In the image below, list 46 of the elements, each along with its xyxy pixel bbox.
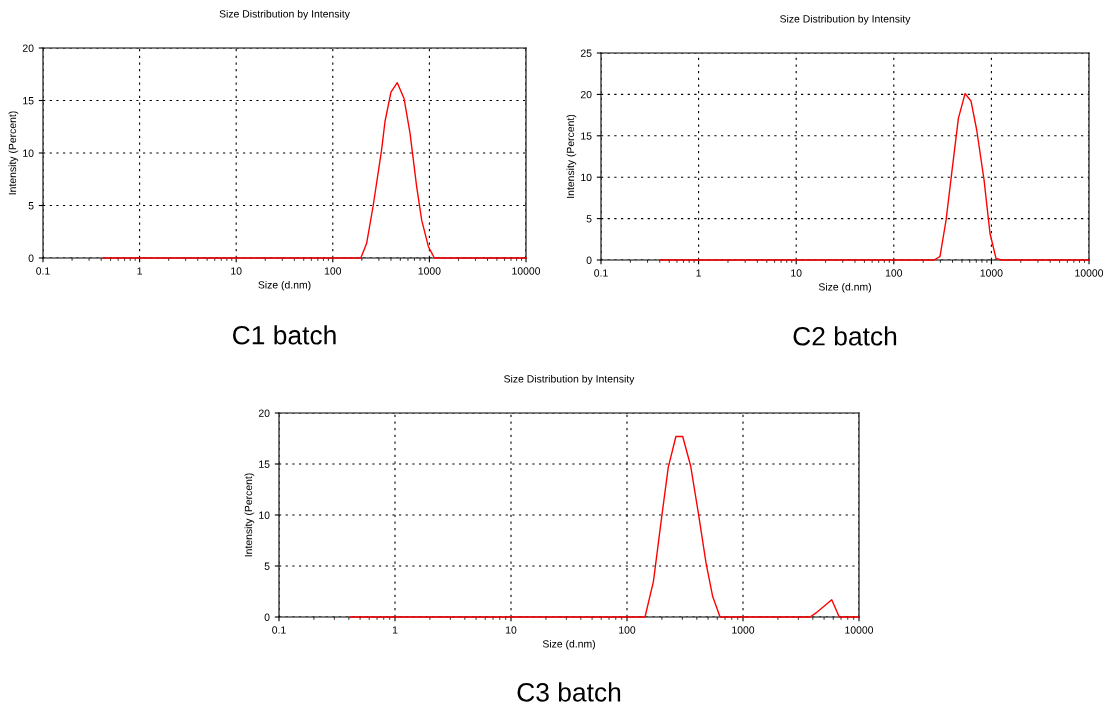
x-tick-label: 1000 bbox=[980, 269, 1003, 277]
y-tick-label: 0 bbox=[28, 254, 34, 262]
x-tick-label: 10 bbox=[791, 269, 802, 277]
x-tick-label: 10 bbox=[231, 267, 242, 275]
chart-title: Size Distribution by Intensity bbox=[504, 374, 635, 385]
y-tick-label: 10 bbox=[23, 149, 34, 157]
y-tick-label: 15 bbox=[23, 97, 34, 105]
y-tick-label: 0 bbox=[586, 256, 592, 264]
x-tick-label: 1000 bbox=[418, 267, 441, 275]
y-tick-label: 15 bbox=[581, 132, 592, 140]
x-tick-label: 0.1 bbox=[36, 267, 50, 275]
text: C1 batch bbox=[233, 325, 336, 345]
chart-title: Size Distribution by Intensity bbox=[219, 9, 350, 20]
y-tick-label: 20 bbox=[22, 44, 34, 52]
y-tick-label: 15 bbox=[259, 460, 270, 468]
x-tick-label: 0.1 bbox=[594, 269, 608, 277]
x-tick-label: 10000 bbox=[845, 626, 874, 634]
x-tick-label: 1 bbox=[392, 626, 398, 634]
y-tick-label: 10 bbox=[259, 511, 270, 519]
y-axis-title: Intensity (Percent) bbox=[244, 473, 255, 557]
y-tick-label: 20 bbox=[258, 409, 270, 417]
y-tick-label: 5 bbox=[28, 202, 34, 210]
chart-title: Size Distribution by Intensity bbox=[780, 14, 911, 25]
x-tick-label: 10000 bbox=[512, 267, 541, 275]
x-axis-title: Size (d.nm) bbox=[818, 282, 871, 293]
x-tick-label: 1000 bbox=[732, 626, 755, 634]
x-tick-label: 100 bbox=[619, 626, 636, 634]
x-tick-label: 0.1 bbox=[272, 626, 286, 634]
y-tick-label: 25 bbox=[580, 49, 592, 57]
y-tick-label: 5 bbox=[264, 562, 270, 570]
x-tick-label: 100 bbox=[324, 267, 342, 275]
text: C2 batch bbox=[793, 326, 897, 346]
y-axis-title: Intensity (Percent) bbox=[566, 114, 577, 198]
y-tick-label: 10 bbox=[581, 173, 592, 182]
y-tick-label: 0 bbox=[264, 613, 270, 621]
x-tick-label: 100 bbox=[885, 269, 903, 277]
x-tick-label: 10000 bbox=[1075, 269, 1104, 277]
x-tick-label: 1 bbox=[696, 269, 701, 277]
x-axis-title: Size (d.nm) bbox=[258, 280, 311, 291]
y-axis-title: Intensity (Percent) bbox=[8, 111, 19, 195]
y-tick-label: 5 bbox=[586, 215, 592, 223]
x-tick-label: 10 bbox=[506, 626, 517, 634]
y-tick-label: 20 bbox=[580, 90, 592, 99]
x-axis-title: Size (d.nm) bbox=[542, 639, 595, 650]
x-tick-label: 1 bbox=[137, 267, 142, 275]
text: C3 batch bbox=[517, 682, 621, 702]
